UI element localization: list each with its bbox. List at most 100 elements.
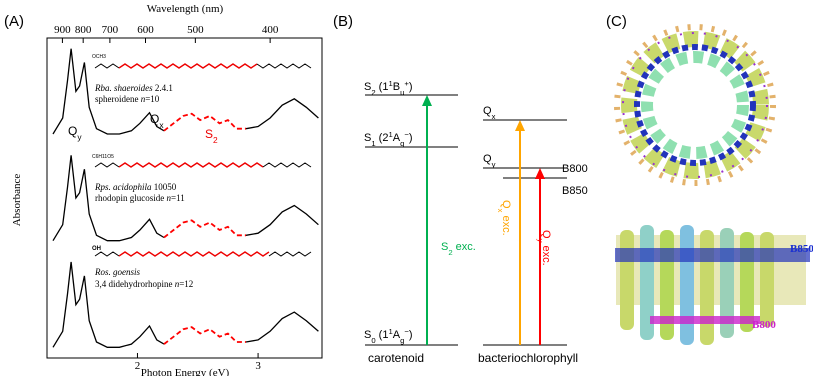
species-name: Rba. shaeroides 2.4.1 — [94, 83, 173, 93]
structure-ring — [637, 47, 753, 163]
helix — [620, 230, 634, 330]
text-segment: exc. — [540, 242, 552, 265]
text-segment: =10 — [145, 94, 160, 104]
text-segment: 2 — [213, 135, 218, 145]
text-segment: ) — [409, 329, 413, 341]
text-segment: (1 — [376, 329, 389, 341]
level-label: S1 (21Ag−) — [364, 130, 413, 148]
panel-label: (A) — [4, 13, 24, 30]
text-segment: (2 — [376, 132, 389, 144]
molecule-sketch — [95, 64, 119, 68]
peak-label: Qy — [68, 124, 82, 142]
molecule-sketch — [95, 163, 119, 167]
structure-label: B800 — [752, 319, 776, 331]
text-segment: exc. — [453, 241, 476, 253]
text-segment: S — [441, 241, 448, 253]
arrow-label: Qy exc. — [537, 230, 553, 266]
panel-b: S2 (11Bu+) S1 (21Ag−) S0 (11Ag−) caroten… — [364, 79, 588, 366]
text-segment: u — [400, 88, 404, 97]
level-label: Qy — [483, 153, 496, 169]
text-segment: 10050 — [152, 182, 177, 192]
molecule-sketch — [119, 64, 257, 68]
text-segment: =12 — [179, 279, 193, 289]
text-segment: ) — [409, 132, 413, 144]
top-tick-label: 600 — [137, 24, 154, 36]
pigment-name: spheroidene n=10 — [95, 94, 160, 104]
level-label: S0 (11Ag−) — [364, 327, 413, 345]
text-segment: S — [364, 132, 371, 144]
text-segment: S — [205, 127, 213, 141]
molecule-sketch — [119, 252, 269, 256]
text-segment: =11 — [171, 193, 185, 203]
text-segment: Rps. acidophila — [94, 182, 152, 192]
arrowhead — [422, 95, 432, 106]
pigment-band — [650, 316, 760, 324]
level-label: S2 (11Bu+) — [364, 79, 413, 97]
text-segment: g — [400, 139, 404, 148]
text-segment: S — [364, 81, 371, 93]
spectrum-line — [164, 327, 246, 344]
text-segment: rhodopin glucoside — [95, 193, 167, 203]
helix — [700, 230, 714, 345]
text-segment: Ros. goensis — [94, 267, 140, 277]
top-tick-label: 900 — [54, 24, 71, 36]
level-label: Qx — [483, 105, 496, 121]
molecule-sketch — [95, 252, 119, 256]
x-tick-label: 3 — [255, 360, 261, 372]
page: (A) (B) (C) Wavelength (nm) Photon Energ… — [0, 0, 813, 376]
top-tick-label: 400 — [262, 24, 279, 36]
pigment-band — [615, 248, 810, 262]
band-label: B850 — [562, 185, 588, 197]
molecule-sketch — [269, 252, 311, 256]
x-axis-title: Photon Energy (eV) — [141, 367, 230, 376]
structure-ring — [617, 27, 773, 183]
text-segment: (1 — [376, 81, 389, 93]
pigment-name: rhodopin glucoside n=11 — [95, 193, 185, 203]
panel-c: B850 B800 — [615, 27, 813, 345]
spectrum-line — [53, 155, 318, 240]
x-tick-label: 2 — [135, 360, 141, 372]
arrowhead — [515, 120, 525, 131]
species-name: Rps. acidophila 10050 — [94, 182, 177, 192]
pigment-name: 3,4 didehydrorhopine n=12 — [95, 279, 193, 289]
helix — [760, 232, 774, 327]
text-segment: 2.4.1 — [153, 83, 173, 93]
top-tick-label: 800 — [75, 24, 92, 36]
structure-ring — [647, 57, 743, 153]
text-segment: Rba. shaeroides — [94, 83, 153, 93]
y-axis-title: Absorbance — [11, 174, 23, 227]
text-segment: exc. — [500, 212, 512, 235]
text-segment: g — [400, 336, 404, 345]
spectrum-line — [53, 262, 318, 347]
text-segment: y — [77, 132, 82, 142]
text-segment: S — [364, 329, 371, 341]
band-label: B800 — [562, 163, 588, 175]
text-segment: Q — [150, 112, 159, 126]
panel-a: Wavelength (nm) Photon Energy (eV) Absor… — [11, 3, 322, 376]
text-segment: 3,4 didehydrorhopine — [95, 279, 175, 289]
group-label: OH — [92, 246, 101, 252]
arrow-label: Qx exc. — [497, 200, 513, 236]
text-segment: x — [492, 112, 496, 121]
structure-label: B850 — [790, 243, 813, 255]
molecule-sketch — [257, 64, 311, 68]
text-segment: spheroidene — [95, 94, 141, 104]
molecule-label: bacteriochlorophyll — [478, 351, 578, 365]
panel-label: (C) — [606, 13, 627, 30]
molecule-sketch — [119, 163, 263, 167]
arrow-label: S2 exc. — [441, 241, 476, 257]
spectrum-line — [53, 49, 318, 134]
panel-label: (B) — [333, 13, 353, 30]
spectrum-line — [164, 220, 246, 237]
molecule-label: carotenoid — [368, 351, 424, 365]
arrowhead — [535, 168, 545, 179]
group-label: OCH3 — [92, 54, 106, 60]
peak-label: S2 — [205, 127, 218, 145]
species-name: Ros. goensis — [94, 267, 140, 277]
group-label: C6H11O5 — [92, 154, 114, 160]
top-tick-label: 700 — [102, 24, 119, 36]
molecule-sketch — [263, 163, 311, 167]
top-axis-title: Wavelength (nm) — [147, 3, 224, 15]
figure: (A) (B) (C) Wavelength (nm) Photon Energ… — [0, 0, 813, 376]
text-segment: Q — [68, 124, 77, 138]
